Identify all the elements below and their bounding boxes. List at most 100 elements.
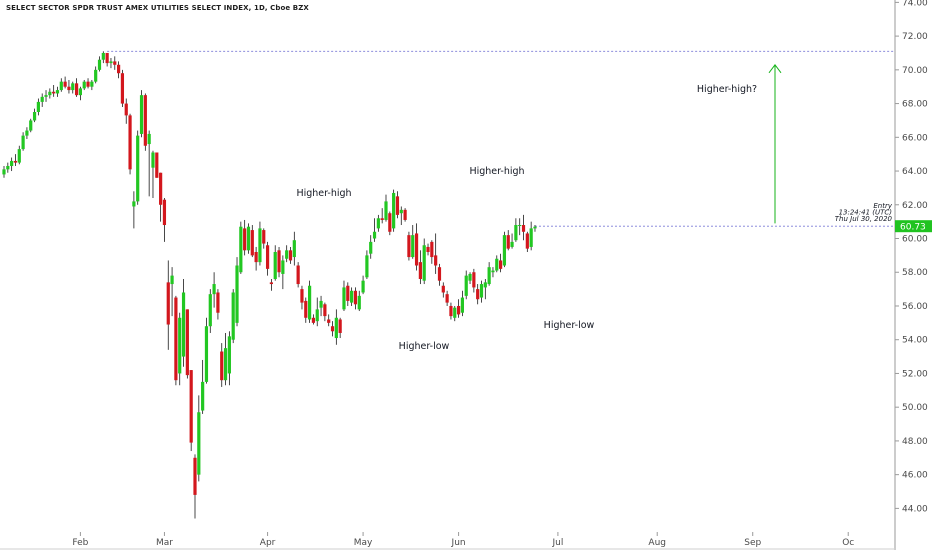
candle-up: [285, 245, 289, 263]
candle-up: [139, 90, 144, 138]
candle-down: [174, 295, 178, 386]
candle-body: [128, 115, 132, 170]
candle-body: [239, 226, 243, 273]
candle-up: [464, 270, 468, 300]
candle-body: [361, 280, 365, 293]
candle-body: [334, 317, 338, 339]
candle-body: [136, 135, 140, 202]
candle-up: [21, 132, 25, 151]
candle-body: [315, 309, 319, 322]
price-axis[interactable]: 44.00 46.00 48.00 50.00 52.00 54.00 56.00 58.00…: [894, 0, 928, 550]
candle-down: [353, 287, 358, 310]
candle-body: [323, 304, 327, 317]
y-tick-label: 54.00: [902, 336, 928, 346]
candle-down: [113, 56, 117, 70]
candle-down: [128, 113, 132, 175]
candle-body: [216, 292, 220, 313]
x-tick-label: Apr: [260, 538, 276, 548]
candle-up: [208, 289, 212, 333]
y-tick-label: 70.00: [902, 66, 928, 76]
candle-body: [304, 300, 308, 318]
candle-body: [212, 284, 216, 295]
candle-up: [239, 221, 243, 274]
arrow-head: [768, 63, 782, 74]
candle-body: [227, 336, 231, 374]
candle-body: [90, 81, 94, 87]
y-tick-label: 48.00: [902, 437, 928, 447]
candle-body: [434, 255, 438, 266]
candle-body: [117, 64, 121, 74]
candle-down: [124, 98, 128, 124]
candle-body: [453, 307, 457, 318]
candle-down: [216, 289, 220, 320]
candle-down: [430, 240, 434, 264]
candle-body: [124, 103, 128, 116]
candle-body: [181, 292, 186, 357]
candles: [2, 51, 537, 519]
candle-body: [445, 294, 449, 303]
candle-body: [418, 262, 422, 279]
candle-body: [380, 218, 384, 220]
candle-up: [109, 58, 113, 69]
candle-body: [82, 81, 86, 89]
candle-body: [204, 326, 209, 382]
candle-body: [411, 235, 415, 258]
candle-body: [441, 285, 445, 293]
candle-body: [533, 226, 537, 229]
candle-up: [365, 250, 369, 279]
candle-body: [101, 52, 105, 60]
y-tick-label: 72.00: [902, 32, 928, 42]
time-axis[interactable]: Feb Mar Apr May Jun Jul Aug Sep Oc: [0, 532, 895, 550]
candle-down: [220, 343, 224, 387]
target-arrow: [768, 63, 782, 224]
candle-down: [521, 214, 526, 241]
x-tick-label: Mar: [156, 538, 173, 548]
candle-down: [403, 208, 407, 222]
candle-down: [265, 241, 270, 276]
candle-body: [353, 290, 358, 305]
candle-down: [243, 219, 247, 256]
annotation-hh3: Higher-high?: [697, 84, 757, 95]
candle-body: [502, 235, 507, 266]
candle-body: [2, 169, 6, 175]
candle-down: [441, 282, 445, 298]
candle-up: [361, 275, 365, 295]
candle-body: [346, 285, 350, 301]
candle-up: [36, 98, 40, 116]
candle-body: [147, 133, 151, 145]
candle-down: [262, 228, 266, 249]
candle-up: [44, 90, 48, 102]
candle-body: [231, 292, 235, 340]
candle-body: [468, 273, 472, 281]
candle-up: [392, 189, 396, 232]
y-tick-label: 52.00: [902, 369, 928, 379]
x-tick-label: Feb: [72, 538, 88, 548]
candle-body: [514, 225, 518, 241]
candle-up: [510, 233, 514, 249]
x-tick-label: Sep: [744, 538, 761, 548]
candle-body: [300, 289, 304, 303]
candle-body: [159, 172, 163, 205]
candle-down: [185, 309, 189, 379]
y-tick-label: 68.00: [902, 100, 928, 110]
candle-up: [258, 221, 262, 266]
candle-up: [40, 93, 44, 107]
price-label-text: 60.73: [900, 222, 926, 232]
candle-down: [323, 302, 327, 322]
candle-body: [74, 83, 79, 96]
candle-up: [315, 297, 319, 327]
candle-body: [365, 255, 369, 278]
candle-up: [246, 223, 251, 254]
candle-body: [44, 95, 48, 97]
candle-down: [330, 321, 335, 337]
candle-body: [48, 91, 52, 96]
candle-up: [136, 130, 140, 205]
candle-up: [6, 162, 10, 173]
candle-up: [453, 305, 457, 322]
candle-down: [311, 314, 316, 325]
candle-down: [506, 230, 510, 251]
candle-down: [434, 233, 438, 274]
candle-body: [105, 52, 109, 64]
candle-down: [166, 260, 170, 350]
